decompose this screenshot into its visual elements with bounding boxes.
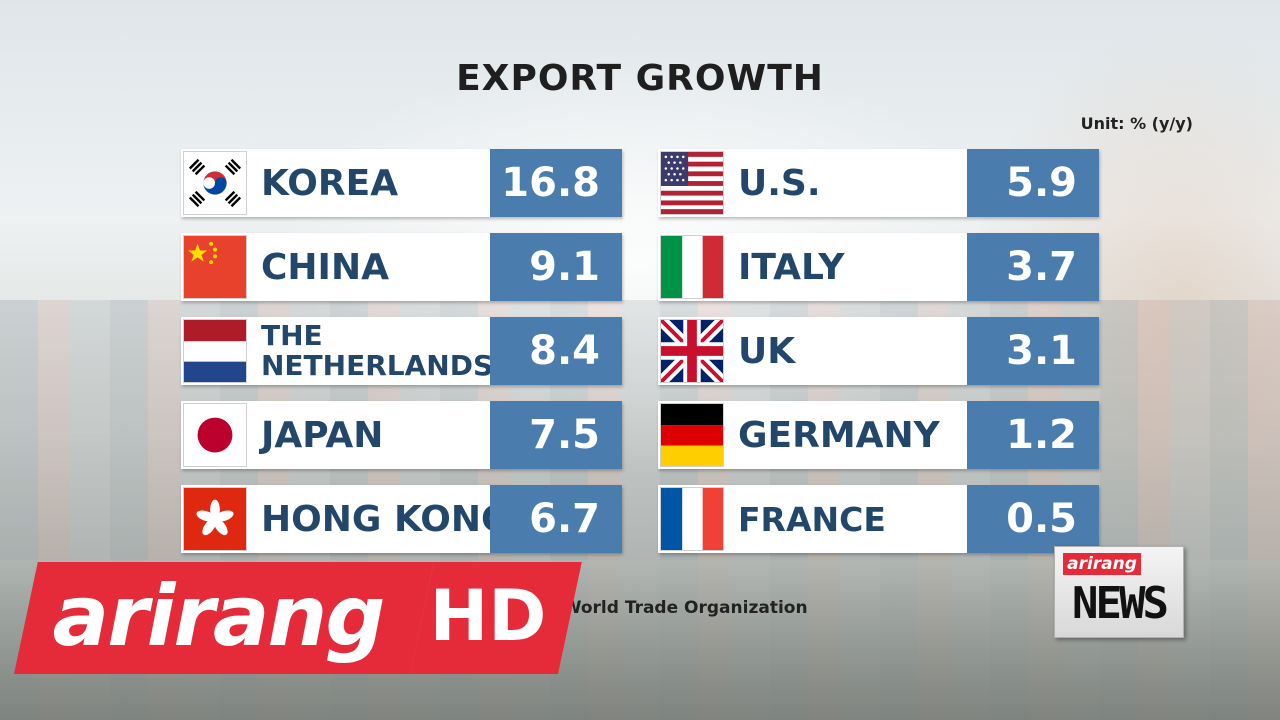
table-row-hong-kong: HONG KONG 6.7 xyxy=(181,485,622,553)
unit-label: Unit: % (y/y) xyxy=(1080,114,1193,133)
hd-badge: HD xyxy=(429,575,547,657)
netherlands-flag-icon xyxy=(183,319,247,383)
news-badge-text: NEWS xyxy=(1072,577,1169,629)
news-badge-logo: arirang xyxy=(1063,553,1141,575)
table-row-italy: ITALY 3.7 xyxy=(658,233,1099,301)
country-name: FRANCE xyxy=(738,499,886,539)
growth-value: 3.7 xyxy=(967,233,1099,301)
growth-value: 9.1 xyxy=(490,233,622,301)
japan-flag-icon xyxy=(183,403,247,467)
country-name: UK xyxy=(738,330,796,372)
table-row-france: FRANCE 0.5 xyxy=(658,485,1099,553)
country-name: U.S. xyxy=(738,162,821,204)
growth-value: 5.9 xyxy=(967,149,1099,217)
table-row-china: CHINA 9.1 xyxy=(181,233,622,301)
growth-value: 1.2 xyxy=(967,401,1099,469)
growth-value: 6.7 xyxy=(490,485,622,553)
growth-value: 7.5 xyxy=(490,401,622,469)
growth-value: 16.8 xyxy=(490,149,622,217)
us-flag-icon xyxy=(660,151,724,215)
italy-flag-icon xyxy=(660,235,724,299)
country-name: KOREA xyxy=(261,162,399,204)
chart-title: EXPORT GROWTH xyxy=(456,58,824,99)
growth-value: 0.5 xyxy=(967,485,1099,553)
growth-value: 8.4 xyxy=(490,317,622,385)
table-row-us: U.S. 5.9 xyxy=(658,149,1099,217)
arirang-logo: arirang xyxy=(52,567,386,665)
arirang-news-badge: arirang NEWS xyxy=(1054,546,1184,638)
country-name: ITALY xyxy=(738,246,845,288)
country-name: THE NETHERLANDS xyxy=(261,319,494,382)
germany-flag-icon xyxy=(660,403,724,467)
country-name: JAPAN xyxy=(261,414,384,456)
uk-flag-icon xyxy=(660,319,724,383)
table-row-japan: JAPAN 7.5 xyxy=(181,401,622,469)
country-name: CHINA xyxy=(261,246,389,288)
hong-kong-flag-icon xyxy=(183,487,247,551)
country-name: HONG KONG xyxy=(261,498,511,540)
table-row-uk: UK 3.1 xyxy=(658,317,1099,385)
korea-flag-icon xyxy=(183,151,247,215)
growth-value: 3.1 xyxy=(967,317,1099,385)
china-flag-icon xyxy=(183,235,247,299)
table-row-germany: GERMANY 1.2 xyxy=(658,401,1099,469)
table-row-netherlands: THE NETHERLANDS 8.4 xyxy=(181,317,622,385)
table-row-korea: KOREA 16.8 xyxy=(181,149,622,217)
source-label: : World Trade Organization xyxy=(550,598,808,618)
france-flag-icon xyxy=(660,487,724,551)
country-name: GERMANY xyxy=(738,414,940,456)
